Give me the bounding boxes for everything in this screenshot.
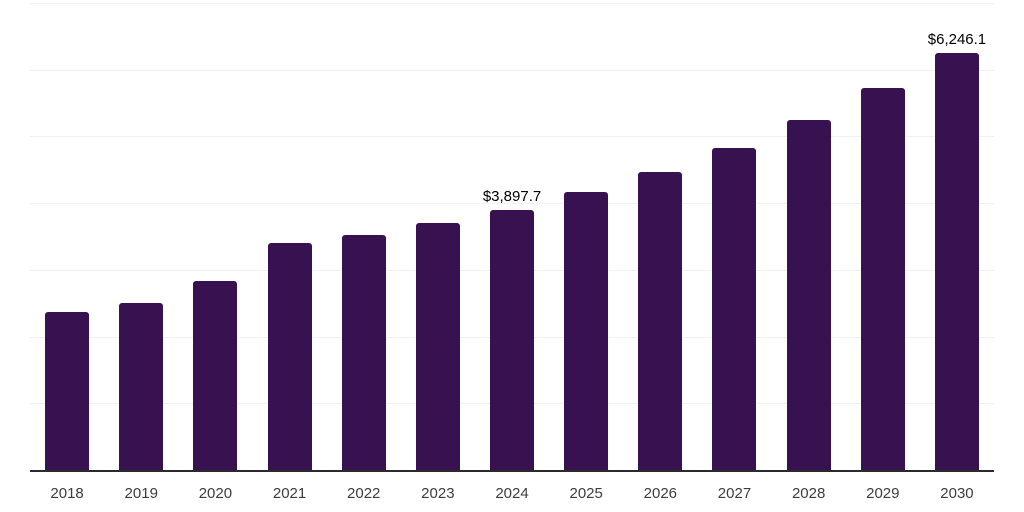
bar-slot-2022 (327, 3, 401, 470)
bar-2023 (415, 223, 460, 470)
x-tick-label-2029: 2029 (866, 485, 900, 502)
x-tick-label-2026: 2026 (643, 485, 678, 502)
x-tick-label-2030: 2030 (940, 485, 974, 502)
bar-slot-2020 (178, 3, 252, 470)
bar-2028 (786, 119, 831, 470)
gridline-6000 (30, 69, 994, 71)
bar-slot-2025 (549, 3, 623, 470)
bar-slot-2023 (401, 3, 475, 470)
bar-2019 (119, 303, 164, 470)
x-tick-label-2024: 2024 (495, 485, 529, 502)
bar-slot-2027 (697, 3, 771, 470)
x-tick-label-2021: 2021 (272, 485, 307, 502)
bar-slot-2018 (30, 3, 104, 470)
x-tick-label-2025: 2025 (569, 485, 603, 502)
bar-2022 (341, 235, 386, 470)
gridline-7000 (30, 3, 994, 4)
bar-2030 (934, 53, 979, 470)
x-tick-label-2018: 2018 (50, 485, 84, 502)
bar-slot-2019 (104, 3, 178, 470)
bar-2021 (267, 243, 312, 470)
bar-2025 (564, 191, 609, 470)
x-tick-label-2019: 2019 (124, 485, 158, 502)
gridline-5000 (30, 136, 994, 138)
bar-slot-2030: $6,246.1 (920, 3, 994, 470)
x-axis-line (30, 470, 994, 472)
x-tick-label-2022: 2022 (347, 485, 381, 502)
x-axis-labels: 2018 2019 2020 2021 2022 2023 2024 2025 2026 2027… (30, 486, 994, 501)
bar-2018 (45, 311, 90, 470)
x-tick-label-2020: 2020 (198, 485, 233, 502)
bar-value-label-2024: $3,897.7 (482, 187, 542, 205)
bar-slot-2021 (252, 3, 326, 470)
bar-2020 (193, 281, 238, 470)
bar-slot-2029 (846, 3, 920, 470)
bar-2029 (860, 87, 905, 470)
x-tick-label-2023: 2023 (421, 485, 455, 502)
bar-slot-2026 (623, 3, 697, 470)
bar-2026 (638, 171, 683, 470)
gridline-4000 (30, 203, 994, 205)
x-tick-label-2028: 2028 (791, 485, 826, 502)
bars-row: $3,897.7 $6,246.1 (30, 3, 994, 470)
plot-area: $3,897.7 $6,246.1 (30, 3, 994, 470)
bar-2024 (490, 209, 535, 470)
bar-slot-2024: $3,897.7 (475, 3, 549, 470)
bar-slot-2028 (772, 3, 846, 470)
x-tick-label-2027: 2027 (717, 485, 752, 502)
bar-value-label-2030: $6,246.1 (927, 31, 987, 49)
bar-2027 (712, 147, 757, 470)
